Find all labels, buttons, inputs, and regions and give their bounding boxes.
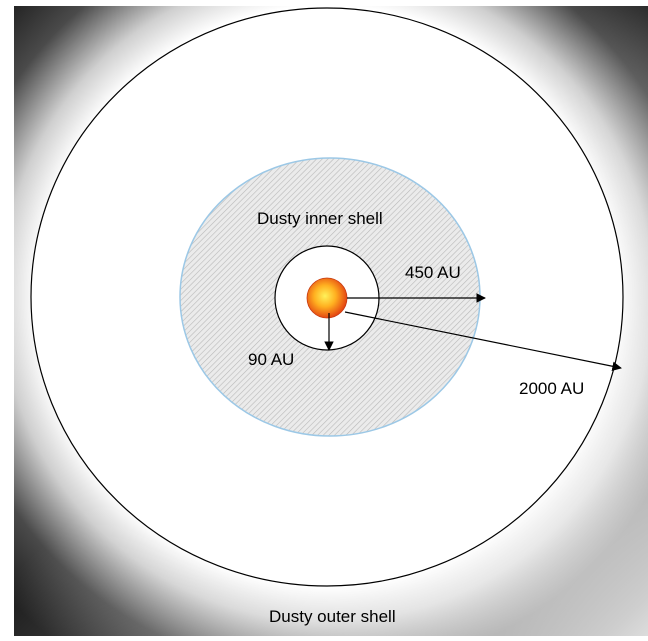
radius-label-90: 90 AU (248, 350, 294, 369)
radius-label-450: 450 AU (405, 263, 461, 282)
radius-label-2000: 2000 AU (519, 379, 584, 398)
central-star (307, 278, 347, 318)
inner-shell-label: Dusty inner shell (257, 209, 383, 228)
top-margin (0, 0, 648, 6)
left-margin (0, 0, 14, 641)
outer-shell-label: Dusty outer shell (269, 607, 396, 626)
